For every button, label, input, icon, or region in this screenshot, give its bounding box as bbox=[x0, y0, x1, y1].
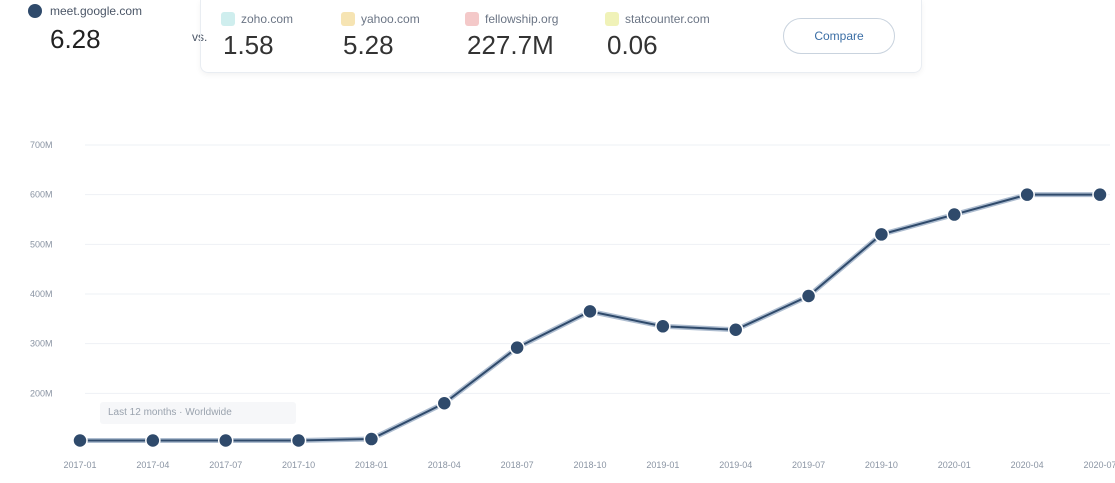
competitor-2[interactable]: yahoo.com 5.28 bbox=[341, 12, 420, 61]
competitor-panel: zoho.com 1.58 yahoo.com 5.28 fellowship.… bbox=[200, 0, 922, 73]
y-tick-label: 600M bbox=[30, 190, 53, 200]
data-point[interactable] bbox=[800, 288, 817, 304]
y-tick-label: 500M bbox=[30, 239, 53, 249]
competitor-1-value: 1.58 bbox=[223, 30, 274, 60]
data-point[interactable] bbox=[1019, 186, 1035, 203]
primary-swatch bbox=[28, 4, 42, 18]
x-tick-label: 2017-01 bbox=[63, 460, 96, 470]
primary-value: 6.28 bbox=[50, 24, 101, 54]
primary-domain: meet.google.com bbox=[50, 4, 143, 18]
competitor-4-value: 0.06 bbox=[607, 30, 658, 60]
competitor-3[interactable]: fellowship.org 227.7M bbox=[465, 12, 558, 61]
compare-button[interactable]: Compare bbox=[783, 18, 895, 54]
x-tick-label: 2018-01 bbox=[355, 460, 388, 470]
x-tick-label: 2017-07 bbox=[209, 460, 242, 470]
data-point[interactable] bbox=[1092, 186, 1108, 203]
data-point[interactable] bbox=[72, 432, 88, 449]
chart-caption: Last 12 months · Worldwide bbox=[100, 402, 296, 424]
data-point[interactable] bbox=[363, 431, 380, 447]
x-tick-label: 2018-04 bbox=[428, 460, 461, 470]
competitor-4-domain: statcounter.com bbox=[625, 12, 710, 26]
competitor-4[interactable]: statcounter.com 0.06 bbox=[605, 12, 710, 61]
x-tick-label: 2018-10 bbox=[573, 460, 606, 470]
y-tick-label: 700M bbox=[30, 140, 53, 150]
competitor-3-swatch bbox=[465, 12, 479, 26]
competitor-2-domain: yahoo.com bbox=[361, 12, 420, 26]
x-tick-label: 2019-01 bbox=[646, 460, 679, 470]
competitor-1-swatch bbox=[221, 12, 235, 26]
data-point[interactable] bbox=[290, 432, 307, 449]
y-tick-label: 200M bbox=[30, 388, 53, 398]
data-point[interactable] bbox=[655, 318, 671, 335]
y-tick-label: 400M bbox=[30, 289, 53, 299]
data-point[interactable] bbox=[145, 432, 161, 449]
x-tick-label: 2019-07 bbox=[792, 460, 825, 470]
x-tick-label: 2018-07 bbox=[501, 460, 534, 470]
primary-site: meet.google.com 6.28 bbox=[28, 4, 188, 74]
competitor-2-swatch bbox=[341, 12, 355, 26]
y-tick-label: 300M bbox=[30, 339, 53, 349]
data-point[interactable] bbox=[436, 395, 453, 412]
competitor-2-value: 5.28 bbox=[343, 30, 394, 60]
competitor-1[interactable]: zoho.com 1.58 bbox=[221, 12, 293, 61]
data-point[interactable] bbox=[873, 226, 890, 243]
x-tick-label: 2020-01 bbox=[938, 460, 971, 470]
vs-label: vs. bbox=[192, 30, 208, 44]
x-tick-label: 2017-10 bbox=[282, 460, 315, 470]
competitor-1-domain: zoho.com bbox=[241, 12, 294, 26]
competitor-3-domain: fellowship.org bbox=[485, 12, 559, 26]
x-tick-label: 2019-10 bbox=[865, 460, 898, 470]
x-tick-label: 2020-07 bbox=[1083, 460, 1115, 470]
x-tick-label: 2020-04 bbox=[1011, 460, 1044, 470]
x-tick-label: 2017-04 bbox=[136, 460, 169, 470]
competitor-3-value: 227.7M bbox=[467, 30, 554, 60]
competitor-4-swatch bbox=[605, 12, 619, 26]
data-point[interactable] bbox=[217, 432, 234, 449]
data-point[interactable] bbox=[946, 206, 963, 223]
primary-legend: meet.google.com bbox=[28, 4, 188, 18]
data-point[interactable] bbox=[582, 303, 598, 320]
data-point[interactable] bbox=[509, 339, 525, 356]
x-tick-label: 2019-04 bbox=[719, 460, 752, 470]
data-point[interactable] bbox=[727, 322, 744, 338]
